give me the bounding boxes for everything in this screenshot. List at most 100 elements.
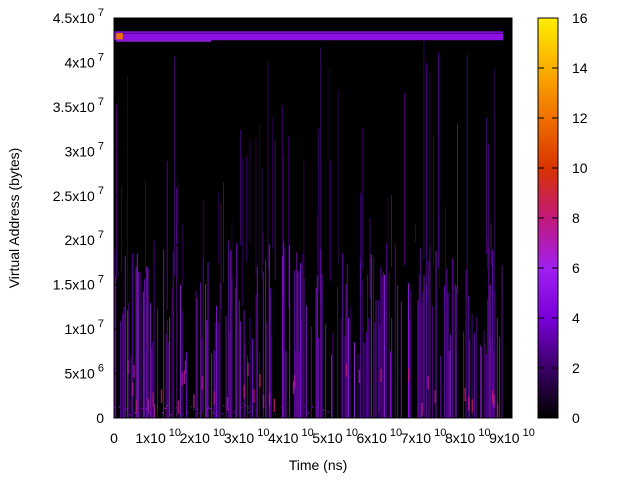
heat-spot xyxy=(147,413,149,415)
heat-spot xyxy=(358,369,361,384)
heat-spot xyxy=(147,398,150,412)
heat-stripe xyxy=(454,283,456,418)
heat-stripe xyxy=(384,274,385,418)
heat-stripe xyxy=(168,342,169,418)
heat-stripe xyxy=(135,266,137,418)
colorbar-tick-label: 0 xyxy=(572,410,580,426)
heat-spot xyxy=(234,411,236,413)
heat-spot xyxy=(135,399,138,414)
colorbar-tick-label: 8 xyxy=(572,210,580,226)
heat-stripe xyxy=(310,326,312,418)
heat-stripe xyxy=(457,123,458,294)
heat-spot xyxy=(253,389,255,403)
heat-stripe xyxy=(244,342,246,418)
heat-stripe xyxy=(354,342,355,418)
heat-spot xyxy=(182,413,184,416)
heat-spot xyxy=(292,380,295,395)
heat-stripe xyxy=(180,284,181,418)
heat-spot xyxy=(212,412,214,414)
heat-stripe xyxy=(380,266,382,418)
heat-stripe xyxy=(200,282,202,418)
heat-stripe xyxy=(136,253,138,418)
heat-stripe xyxy=(176,246,178,418)
heat-stripe xyxy=(298,351,300,418)
heat-stripe xyxy=(363,342,365,418)
heat-stripe xyxy=(150,303,151,418)
heat-stripe xyxy=(369,218,371,299)
heat-stripe xyxy=(330,161,331,282)
heat-spot xyxy=(135,407,137,409)
heat-stripe xyxy=(261,168,263,278)
heat-spot xyxy=(468,396,470,410)
heat-spot xyxy=(175,407,177,409)
heat-spot xyxy=(207,407,209,409)
heat-stripe xyxy=(186,351,187,418)
colorbar-tick-label: 16 xyxy=(572,10,588,26)
heat-stripe xyxy=(432,306,433,418)
heat-spot xyxy=(380,368,382,382)
heat-stripe xyxy=(415,224,416,242)
heat-stripe xyxy=(318,337,319,418)
heat-stripe xyxy=(255,137,257,277)
heat-stripe xyxy=(289,244,291,418)
heat-stripe xyxy=(382,271,384,418)
heat-spot xyxy=(315,407,317,409)
heat-stripe xyxy=(252,338,253,418)
heat-spot xyxy=(127,360,129,374)
heat-spot xyxy=(152,392,154,406)
y-tick-label: 1x10 7 xyxy=(64,318,104,337)
heat-stripe xyxy=(242,157,244,306)
heat-stripe xyxy=(219,283,221,418)
heat-stripe xyxy=(169,317,171,418)
heat-stripe xyxy=(211,353,213,418)
heat-stripe xyxy=(229,331,231,418)
heat-stripe xyxy=(331,355,333,418)
x-tick-label: 7x10 10 xyxy=(401,427,447,446)
heat-stripe xyxy=(409,319,411,418)
heat-stripe xyxy=(256,266,258,418)
heat-stripe xyxy=(130,355,132,418)
heat-stripe xyxy=(318,128,319,293)
heat-spot xyxy=(244,405,246,407)
x-tick-label: 9x10 10 xyxy=(489,427,535,446)
heat-stripe xyxy=(315,288,317,418)
heat-stripe xyxy=(487,299,489,418)
heat-stripe xyxy=(218,322,220,418)
heat-stripe xyxy=(171,288,173,418)
heat-spot xyxy=(496,403,499,418)
heat-stripe xyxy=(357,354,359,418)
heat-stripe xyxy=(147,267,149,418)
heat-stripe xyxy=(390,351,391,418)
heat-stripe xyxy=(306,305,307,418)
heat-stripe xyxy=(316,275,318,418)
heat-stripe xyxy=(301,319,303,418)
heat-stripe xyxy=(216,305,217,418)
heat-stripe xyxy=(295,350,297,418)
heat-stripe xyxy=(138,271,139,418)
colorbar-tick-label: 10 xyxy=(572,160,588,176)
top-band-tail xyxy=(116,40,212,42)
heat-spot xyxy=(247,362,249,377)
y-axis-ticks: 0 5x10 6 1x10 7 1.5x10 7 2x10 7 2.5x10 7 3x10 … xyxy=(53,7,512,426)
heat-stripe xyxy=(285,351,287,418)
heat-stripe xyxy=(144,279,145,418)
heat-spot xyxy=(266,405,268,407)
top-band-line xyxy=(114,32,504,34)
heat-spot xyxy=(345,363,348,377)
heat-spot xyxy=(213,391,216,405)
heat-spot xyxy=(118,406,120,408)
heat-stripe xyxy=(247,355,249,418)
heat-spot xyxy=(181,372,183,386)
heat-spot xyxy=(327,411,329,413)
heat-stripe xyxy=(481,346,483,418)
heat-spot xyxy=(268,392,271,406)
heat-stripe xyxy=(151,348,153,418)
heat-spot xyxy=(241,407,243,409)
heat-stripe xyxy=(337,286,339,418)
heat-stripe xyxy=(262,232,264,264)
heat-stripe xyxy=(174,56,175,276)
heat-stripe xyxy=(205,283,207,418)
heat-spot xyxy=(201,376,204,390)
x-tick-label: 1x10 10 xyxy=(135,427,181,446)
heat-stripe xyxy=(249,138,251,243)
